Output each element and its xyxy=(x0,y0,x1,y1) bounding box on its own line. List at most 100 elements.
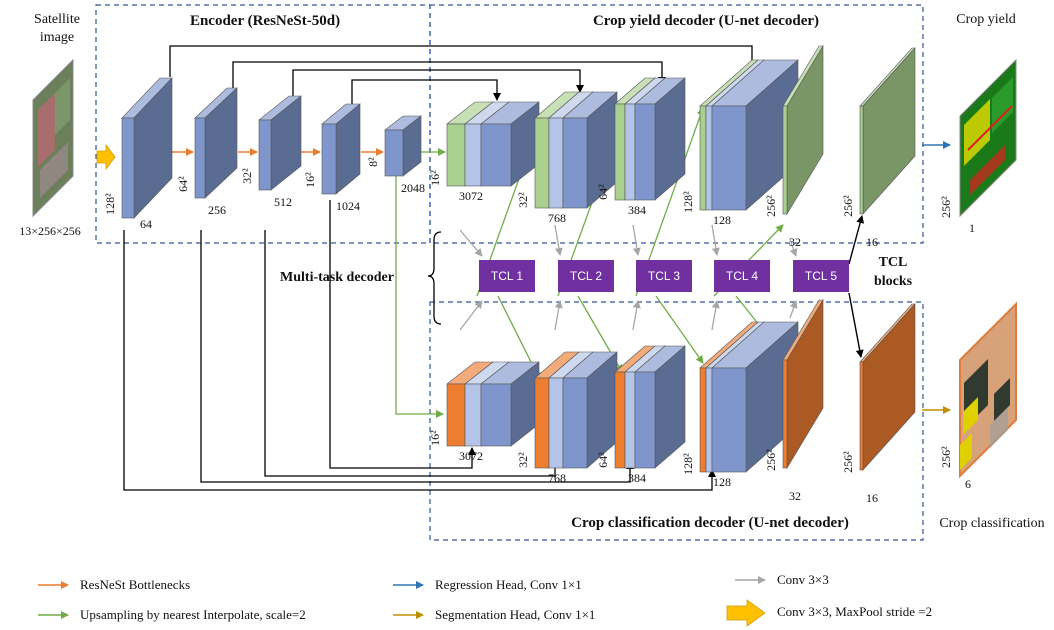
class-block-5-layer-1 xyxy=(782,298,824,470)
tcl-label-line1: TCL xyxy=(879,255,908,270)
yield-block-5-layer-1 xyxy=(782,44,824,216)
legend-item-5: Conv 3×3 xyxy=(735,572,829,587)
yield-decoder-title: Crop yield decoder (U-net decoder) xyxy=(593,13,819,29)
encoder-block-2-channels: 256 xyxy=(208,203,226,217)
class-decoder-blocks: 16² 3072 32² 768 64² 384 128² 128 256² 32 256² 16 xyxy=(428,298,916,505)
encoder-block-2-size: 64² xyxy=(176,176,190,192)
encoder-block-4-channels: 1024 xyxy=(336,199,360,213)
multitask-brace xyxy=(427,231,442,325)
legend-label-4: Segmentation Head, Conv 1×1 xyxy=(435,607,595,622)
class-decoder-frame xyxy=(429,301,924,541)
encoder-block-5-size: 8² xyxy=(366,157,380,167)
crop-classification-size: 256² xyxy=(939,446,953,468)
encoder-title: Encoder (ResNeSt-50d) xyxy=(190,13,340,29)
tcl-label-line2: blocks xyxy=(874,274,913,289)
yield-block-3-layer-3 xyxy=(634,77,686,201)
multitask-label: Multi-task decoder xyxy=(280,270,394,285)
crop-yield-title: Crop yield xyxy=(956,12,1016,27)
legend-label-6: Conv 3×3, MaxPool stride =2 xyxy=(777,604,932,619)
yield-block-1-layer-3 xyxy=(480,101,540,187)
class-block-2-channels: 768 xyxy=(548,471,566,485)
yield-block-2-channels: 768 xyxy=(548,211,566,225)
class-block-1-channels: 3072 xyxy=(459,449,483,463)
legend-label-1: ResNeSt Bottlenecks xyxy=(80,577,190,592)
tcl5-heads xyxy=(848,215,865,358)
class-block-6-channels: 16 xyxy=(866,491,878,505)
yield-block-4-channels: 128 xyxy=(713,213,731,227)
class-block-2-layer-3 xyxy=(562,351,618,469)
yield-block-2 xyxy=(534,91,618,209)
yield-block-3-size: 64² xyxy=(596,184,610,200)
crop-yield-size: 256² xyxy=(939,196,953,218)
yield-block-1-channels: 3072 xyxy=(459,189,483,203)
tcl-block-5-label: TCL 5 xyxy=(805,269,838,283)
yield-block-5-channels: 32 xyxy=(789,235,801,249)
yield-decoder-blocks: 16² 3072 32² 768 64² 384 128² 128 256² 32 256² 16 xyxy=(428,44,916,249)
class-block-5 xyxy=(782,298,824,470)
encoder-block-1-channels: 64 xyxy=(140,217,152,231)
class-block-4-channels: 128 xyxy=(713,475,731,489)
encoder-block-5 xyxy=(384,115,422,177)
input-conv-arrow xyxy=(96,143,116,171)
crop-classification-output xyxy=(959,301,1017,479)
yield-block-6-layer-1 xyxy=(859,47,916,215)
legend-item-1: ResNeSt Bottlenecks xyxy=(38,577,190,592)
class-block-5-size: 256² xyxy=(764,449,778,471)
encoder-block-3-channels: 512 xyxy=(274,195,292,209)
legend-item-4: Segmentation Head, Conv 1×1 xyxy=(393,607,595,622)
legend-label-2: Upsampling by nearest Interpolate, scale… xyxy=(80,607,306,622)
yield-block-1-size: 16² xyxy=(428,170,442,186)
yield-decoder-frame xyxy=(429,4,924,244)
tcl-block-1-label: TCL 1 xyxy=(491,269,524,283)
crop-classification-title: Crop classification xyxy=(939,516,1044,531)
conv3x3-arrows xyxy=(459,224,798,331)
yield-block-6-channels: 16 xyxy=(866,235,878,249)
crop-yield-channels: 1 xyxy=(969,221,975,235)
tcl-block-2: TCL 2 xyxy=(558,260,614,292)
crop-classification-channels: 6 xyxy=(965,477,971,491)
yield-block-6 xyxy=(859,47,916,215)
yield-block-2-layer-3 xyxy=(562,91,618,209)
encoder-block-3 xyxy=(258,95,302,191)
encoder-block-4 xyxy=(321,103,361,195)
yield-block-3 xyxy=(614,77,686,201)
legend-item-3: Regression Head, Conv 1×1 xyxy=(393,577,582,592)
encoder-block-1 xyxy=(121,77,173,219)
class-block-1 xyxy=(446,361,540,447)
yield-block-5 xyxy=(782,44,824,216)
input-title-line1: Satellite xyxy=(34,12,80,27)
class-block-2 xyxy=(534,351,618,469)
yield-block-1 xyxy=(446,101,540,187)
class-block-5-channels: 32 xyxy=(789,489,801,503)
tcl-block-4-label: TCL 4 xyxy=(726,269,759,283)
crop-yield-output xyxy=(959,58,1017,218)
class-block-3 xyxy=(614,345,686,469)
encoder-blocks: 128² 64 64² 256 32² 512 16² 1024 8² 2048 xyxy=(103,77,425,231)
encoder-block-3-size: 32² xyxy=(240,168,254,184)
class-block-2-size: 32² xyxy=(516,452,530,468)
tcl-blocks: TCL 1 TCL 2 TCL 3 TCL 4 TCL 5 xyxy=(479,260,849,292)
tcl-block-4: TCL 4 xyxy=(714,260,770,292)
legend-label-5: Conv 3×3 xyxy=(777,572,829,587)
tcl-block-1: TCL 1 xyxy=(479,260,535,292)
legend: ResNeSt Bottlenecks Upsampling by nearest… xyxy=(38,572,932,627)
encoder-block-5-channels: 2048 xyxy=(401,181,425,195)
class-block-6-layer-1 xyxy=(859,303,916,471)
class-block-6 xyxy=(859,303,916,471)
legend-label-3: Regression Head, Conv 1×1 xyxy=(435,577,582,592)
yield-block-6-size: 256² xyxy=(841,195,855,217)
yield-block-2-size: 32² xyxy=(516,192,530,208)
yield-block-3-channels: 384 xyxy=(628,203,646,217)
tcl-block-5: TCL 5 xyxy=(793,260,849,292)
tcl-block-2-label: TCL 2 xyxy=(570,269,603,283)
encoder-block-1-size: 128² xyxy=(103,193,117,215)
legend-block-arrow xyxy=(726,599,766,627)
yield-block-4-size: 128² xyxy=(681,191,695,213)
class-block-4-size: 128² xyxy=(681,453,695,475)
class-block-1-size: 16² xyxy=(428,430,442,446)
tcl-block-3: TCL 3 xyxy=(636,260,692,292)
encoder-block-4-size: 16² xyxy=(303,172,317,188)
input-image xyxy=(32,58,74,218)
class-block-6-size: 256² xyxy=(841,451,855,473)
